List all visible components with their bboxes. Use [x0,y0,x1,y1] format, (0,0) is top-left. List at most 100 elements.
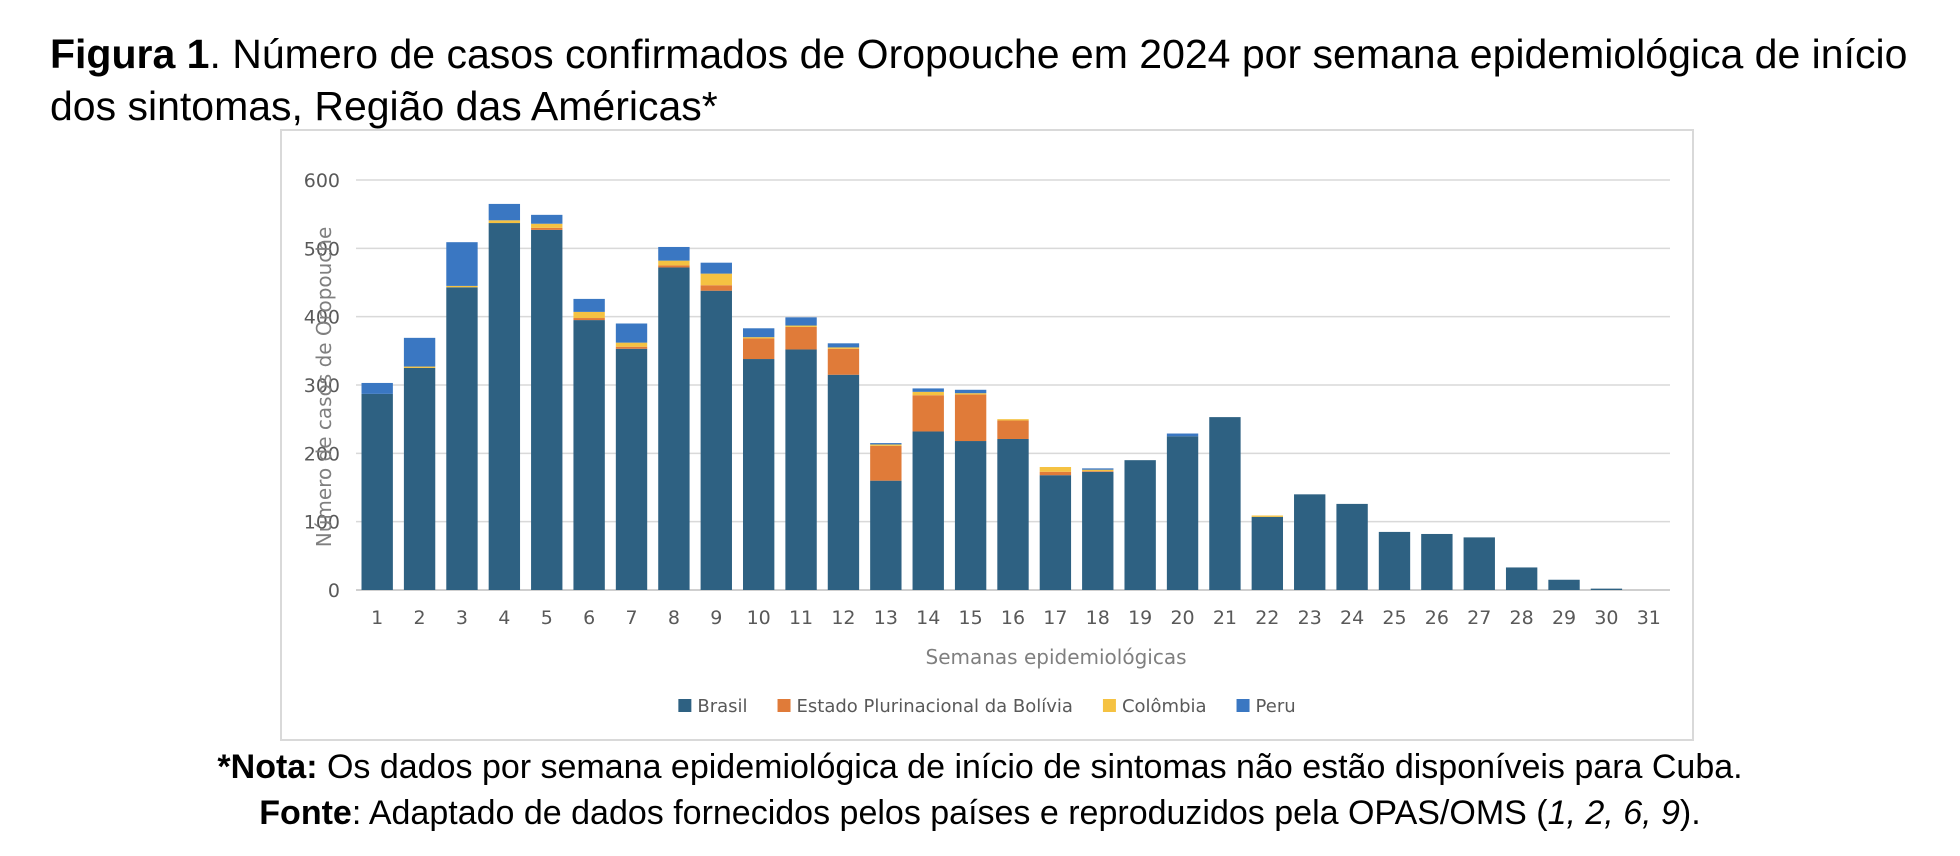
x-tick-label: 9 [710,607,722,629]
legend-swatch [777,699,791,712]
x-tick-label: 10 [747,607,771,629]
bar-segment [827,343,860,348]
bar-segment [1294,494,1326,590]
source-label: Fonte [259,794,352,832]
y-tick-label: 600 [304,170,340,192]
x-tick-label: 28 [1510,607,1534,629]
bar-segment [658,267,690,590]
x-tick-label: 16 [1001,607,1025,629]
bar-segment [870,443,902,445]
bar-segment [997,420,1029,439]
bar-segment [573,318,605,321]
x-tick-label: 1 [371,607,383,629]
bar-segment [870,444,902,446]
legend-swatch [678,699,692,712]
notes: *Nota: Os dados por semana epidemiológic… [0,744,1960,836]
bar-segment [446,285,478,288]
bar-segment [615,323,648,343]
x-tick-label: 21 [1213,607,1237,629]
bar-segment [1124,460,1156,590]
x-tick-label: 23 [1298,607,1322,629]
bar-segment [615,348,648,590]
y-axis-title: Número de casos de Oropouche [312,227,336,548]
bar-segment [615,342,648,347]
bar-segment [954,441,987,590]
bar-segment [1421,533,1453,590]
bar-segment [954,394,987,442]
bar-segment [912,395,944,432]
x-tick-label: 19 [1128,607,1152,629]
note-label: *Nota: [217,748,318,786]
y-tick-label: 200 [304,443,340,465]
bar-segment [1166,436,1199,590]
x-tick-label: 11 [789,607,813,629]
legend-item: Brasil [678,696,748,717]
bar-segment [573,320,605,590]
y-tick-label: 500 [304,238,340,260]
legend-label: Peru [1256,696,1296,717]
bar-segment [997,438,1029,590]
y-axis-ticks: 0 100 200 300 400 500 600 [304,170,340,602]
bar-segment [870,480,902,590]
bar-segment [742,338,775,360]
y-tick-label: 300 [304,375,340,397]
bar-segment [870,445,902,481]
x-tick-label: 22 [1255,607,1279,629]
bar-segment [1548,579,1580,590]
bar-segment [742,337,775,339]
x-tick-label: 14 [916,607,940,629]
bar-segment [531,227,563,230]
bar-segment [785,325,817,327]
x-tick-label: 13 [874,607,898,629]
bar-segment [997,419,1029,421]
x-tick-label: 17 [1043,607,1067,629]
bar-segment [1505,567,1538,590]
note-text: Os dados por semana epidemiológica de in… [317,748,1743,786]
bar-segment [1166,433,1199,437]
legend: Brasil Estado Plurinacional da Bolívia Col… [678,696,1296,717]
figure-title: . Número de casos confirmados de Oropouc… [50,31,1908,129]
bars [361,203,1623,591]
chart-frame: 0 100 200 300 400 500 600 1 2 3 4 5 6 7 8 9 10 11 12 13 14 1… [280,129,1694,741]
x-tick-label: 25 [1382,607,1406,629]
x-tick-label: 30 [1594,607,1618,629]
y-tick-label: 100 [304,512,340,534]
legend-item: Peru [1236,696,1296,717]
figure-label: Figura 1 [50,31,210,77]
bar-segment [1251,515,1284,517]
bar-segment [742,359,775,590]
x-tick-label: 5 [541,607,553,629]
bar-segment [1251,516,1284,590]
bar-segment [403,367,436,590]
figure-caption: Figura 1. Número de casos confirmados de… [50,28,1930,132]
bar-segment [827,348,860,375]
source-line: Fonte: Adaptado de dados fornecidos pelo… [0,790,1960,836]
bar-segment [1039,475,1072,590]
bar-segment [1336,503,1368,590]
bar-segment [1082,468,1114,470]
legend-item: Colômbia [1102,696,1207,717]
bar-segment [827,347,860,349]
bar-segment [1209,417,1241,590]
x-tick-label: 24 [1340,607,1364,629]
x-tick-label: 29 [1552,607,1576,629]
bar-segment [446,242,478,286]
x-tick-label: 31 [1637,607,1661,629]
bar-segment [531,214,563,224]
bar-segment [700,285,732,291]
x-axis-title: Semanas epidemiológicas [926,645,1187,669]
bar-segment [488,220,521,224]
bar-segment [1039,467,1072,472]
x-tick-label: 4 [498,607,510,629]
bar-segment [403,366,436,368]
bar-segment [615,346,648,349]
bar-segment [488,203,521,221]
x-tick-label: 2 [414,607,426,629]
bar-segment [361,382,393,394]
bar-segment [573,311,605,319]
bar-segment [700,273,732,286]
bar-segment [1082,471,1114,590]
bar-segment [827,374,860,590]
y-tick-label: 0 [328,580,340,602]
